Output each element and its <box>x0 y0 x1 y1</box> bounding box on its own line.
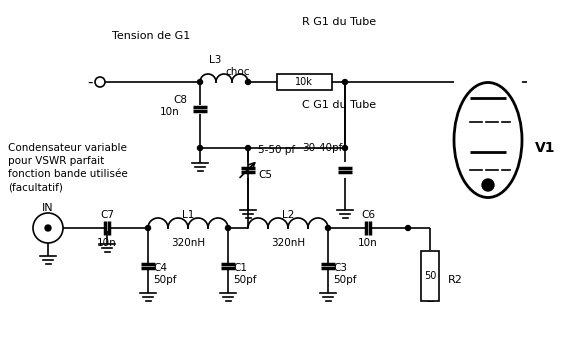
Text: 30-40pf: 30-40pf <box>302 143 343 153</box>
Circle shape <box>198 146 202 151</box>
Circle shape <box>343 146 347 151</box>
Circle shape <box>198 80 202 85</box>
Text: C G1 du Tube: C G1 du Tube <box>302 100 376 110</box>
Text: L2: L2 <box>282 210 294 220</box>
Text: L3: L3 <box>209 55 221 65</box>
Bar <box>277 74 332 90</box>
Text: 10k: 10k <box>295 77 313 87</box>
Text: L1: L1 <box>182 210 194 220</box>
Text: R2: R2 <box>448 275 463 285</box>
Text: C8: C8 <box>173 95 187 105</box>
Text: 50pf: 50pf <box>153 275 176 285</box>
Text: C7: C7 <box>100 210 114 220</box>
Text: pour VSWR parfait: pour VSWR parfait <box>8 156 104 166</box>
Text: IN: IN <box>42 203 54 213</box>
Text: 320nH: 320nH <box>271 238 305 248</box>
Text: 10n: 10n <box>97 238 117 248</box>
Ellipse shape <box>454 82 522 197</box>
Text: 10n: 10n <box>358 238 378 248</box>
Text: Tension de G1: Tension de G1 <box>112 31 190 41</box>
Circle shape <box>245 80 250 85</box>
Text: 5-50 pf: 5-50 pf <box>258 145 295 155</box>
Text: (facultatif): (facultatif) <box>8 182 63 192</box>
Text: V1: V1 <box>535 141 555 155</box>
Text: C4: C4 <box>153 263 167 273</box>
Circle shape <box>45 225 51 231</box>
Text: Condensateur variable: Condensateur variable <box>8 143 127 153</box>
Circle shape <box>146 226 151 231</box>
Text: choc: choc <box>225 67 249 77</box>
Circle shape <box>343 80 347 85</box>
Text: 320nH: 320nH <box>171 238 205 248</box>
Circle shape <box>226 226 230 231</box>
Text: C6: C6 <box>361 210 375 220</box>
Circle shape <box>482 179 494 191</box>
Text: -: - <box>87 75 93 90</box>
Circle shape <box>406 226 410 231</box>
Text: 50pf: 50pf <box>333 275 356 285</box>
Text: 50pf: 50pf <box>233 275 257 285</box>
Text: C1: C1 <box>233 263 247 273</box>
Bar <box>421 251 439 301</box>
Text: 50: 50 <box>424 271 436 281</box>
Text: fonction bande utilisée: fonction bande utilisée <box>8 169 128 179</box>
Text: R G1 du Tube: R G1 du Tube <box>302 17 376 27</box>
Text: C3: C3 <box>333 263 347 273</box>
Text: 10n: 10n <box>160 107 180 117</box>
Circle shape <box>245 146 250 151</box>
Circle shape <box>325 226 331 231</box>
Text: C5: C5 <box>258 170 272 180</box>
